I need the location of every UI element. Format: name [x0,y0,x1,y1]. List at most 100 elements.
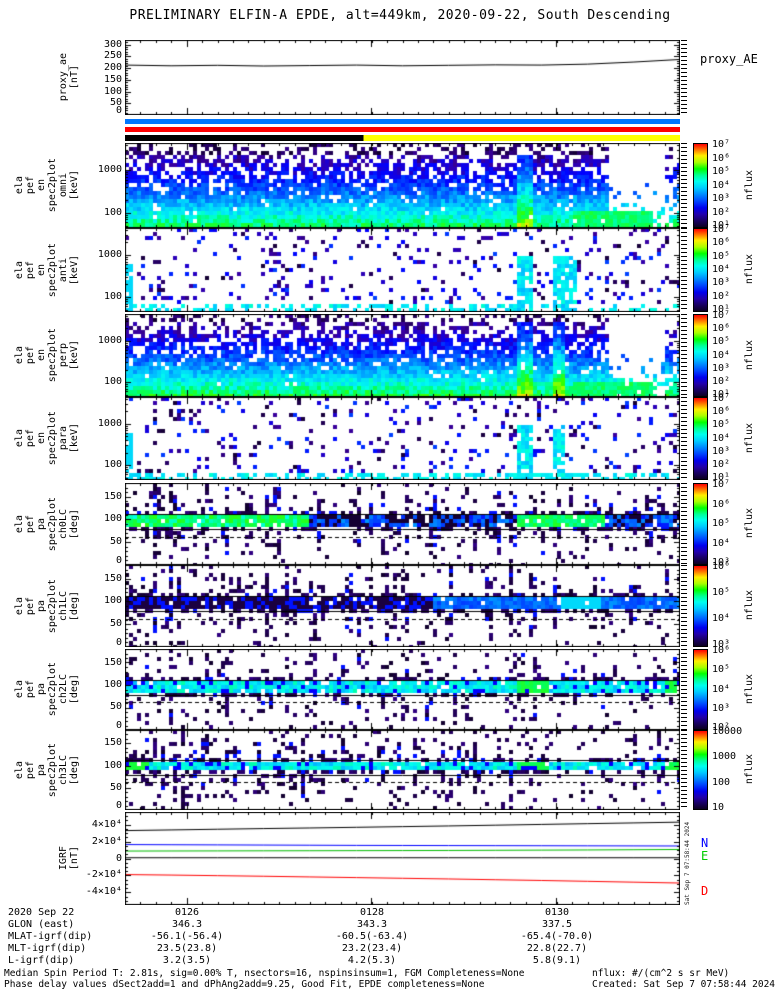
colorbar-units-label: nflux [744,590,755,621]
lshell-value: 4.2(5.3) [347,955,397,966]
date-label: 2020 Sep 22 [8,907,75,918]
ylabel-word: pef [25,760,36,780]
epde_pa_ch2LC-ylabel: ela pef pa spec2plot ch2LC [deg] [14,649,80,730]
colorbar-tick: 10⁵ [712,587,731,598]
colorbar-tick: 10² [712,375,731,387]
lshell-value: 5.8(9.1) [532,955,582,966]
colorbar-tick: 10³ [712,193,731,204]
epde_pa_ch3LC-ylabel: ela pef pa spec2plot ch3LC [deg] [14,730,80,810]
epde_en_perp-ytick: 100 [103,376,122,388]
right-axis-ruler [681,143,687,228]
ylabel-word: pa [36,517,47,531]
colorbar-tick: 10⁶ [712,323,731,335]
ylabel-word: en [36,263,47,277]
colorbar-tick: 10⁵ [712,518,731,529]
colorbar-tick: 10⁷ [712,139,731,150]
mlat-value: -65.4(-70.0) [520,931,594,942]
epde_pa_ch1LC-canvas [125,565,680,647]
glon-label: GLON (east) [8,919,75,930]
colorbar-tick: 10² [712,206,731,218]
ylabel-word: anti [58,257,69,283]
glon-value: 337.5 [541,919,573,930]
colorbar-tick: 10⁶ [712,237,731,249]
panel-epde_pa_ch1LC [125,565,680,647]
ylabel-word: ela [14,514,25,534]
colorbar-tick: 10³ [712,445,731,457]
ylabel-word: ela [14,176,25,195]
colorbar-tick: 10⁴ [712,179,731,191]
epde_en_perp-colorbar [693,314,708,397]
epde_pa_ch2LC-colorbar [693,649,708,730]
lshell-value: 3.2(3.5) [162,955,212,966]
colorbar-tick: 10 [712,802,725,813]
epde_en_perp-canvas [125,314,680,397]
igrf-ytick: 4×10⁴ [91,818,122,830]
strip-black-yellow [125,135,680,141]
colorbar-units-label: nflux [744,673,755,704]
colorbar-tick: 10¹ [712,472,731,483]
ylabel-word: spec2plot [47,742,58,798]
ylabel-word: pa [36,683,47,696]
colorbar-tick: 10³ [712,557,731,568]
epde_en_para-canvas [125,397,680,480]
ylabel-word: en [36,432,47,445]
proxy_ae-ytick: 300 [103,38,122,50]
colorbar-tick: 10⁴ [712,349,731,361]
mlt-value: 23.5(23.8) [156,943,218,954]
ylabel-word: ela [14,429,25,448]
ylabel-word: omni [58,173,69,198]
colorbar-tick: 10⁴ [712,613,731,624]
right-axis-ruler [681,649,687,730]
right-axis-ruler [681,314,687,397]
ylabel-word: [deg] [69,674,80,705]
proxy_ae-ytick: 250 [103,50,122,62]
right-axis-ruler [681,228,687,312]
ylabel-word: [keV] [69,254,80,286]
ylabel-word: ela [14,260,25,280]
ylabel-word: [nT] [69,846,80,871]
epde_en_anti-ylabel: ela pef en spec2plot anti [keV] [14,228,80,312]
igrf-ytick: -2×10⁴ [85,869,122,881]
proxy_ae-ytick: 150 [103,73,122,85]
colorbar-tick: 10⁴ [712,537,731,549]
proxy_ae-ylabel: proxy_ae [nT] [20,40,80,115]
right-axis-ruler [681,397,687,480]
colorbar-tick: 10³ [712,639,731,650]
ylabel-word: pa [36,763,47,777]
colorbar-tick: 10¹ [712,389,731,400]
panel-epde_pa_ch3LC [125,730,680,810]
ylabel-word: ela [14,760,25,780]
ylabel-word: pef [25,429,36,448]
colorbar-tick: 10⁶ [712,498,731,510]
panel-epde_en_para [125,397,680,480]
colorbar-tick: 10³ [712,362,731,374]
ylabel-word: ch0LC [58,508,69,540]
colorbar-tick: 10⁷ [712,224,731,235]
epde_pa_ch0LC-ylabel: ela pef pa spec2plot ch0LC [deg] [14,483,80,565]
colorbar-units-label: nflux [744,754,755,785]
panel-proxy_ae [125,40,680,115]
epde_pa_ch0LC-canvas [125,483,680,565]
time-tick: 0130 [544,907,570,918]
epde_pa_ch3LC-colorbar [693,730,708,810]
time-tick: 0128 [359,907,385,918]
right-axis-ruler [681,40,687,115]
colorbar-tick: 10⁴ [712,683,731,695]
creation-timestamp-vertical: Sat Sep 7 07:58:44 2024 [684,821,691,905]
ylabel-word: spec2plot [47,496,58,552]
ylabel-word: [keV] [69,170,80,201]
epde_pa_ch1LC-ytick: 150 [103,572,122,584]
footer-spin-period: Median Spin Period T: 2.81s, sig=0.00% T… [4,968,525,979]
colorbar-tick: 10000 [712,726,743,737]
epde_pa_ch2LC-ytick: 50 [109,701,122,713]
epde_en_para-ytick: 100 [103,459,122,471]
igrf-e-label: E [701,849,709,863]
colorbar-tick: 100 [712,776,731,788]
epde_pa_ch1LC-ytick: 100 [103,595,122,607]
colorbar-units-label: nflux [744,254,755,285]
epde_en_omni-ylabel: ela pef en spec2plot omni [keV] [14,143,80,228]
epde_en_omni-colorbar [693,143,708,228]
igrf-ytick: 2×10⁴ [91,835,122,847]
ylabel-word: ch3LC [58,754,69,786]
